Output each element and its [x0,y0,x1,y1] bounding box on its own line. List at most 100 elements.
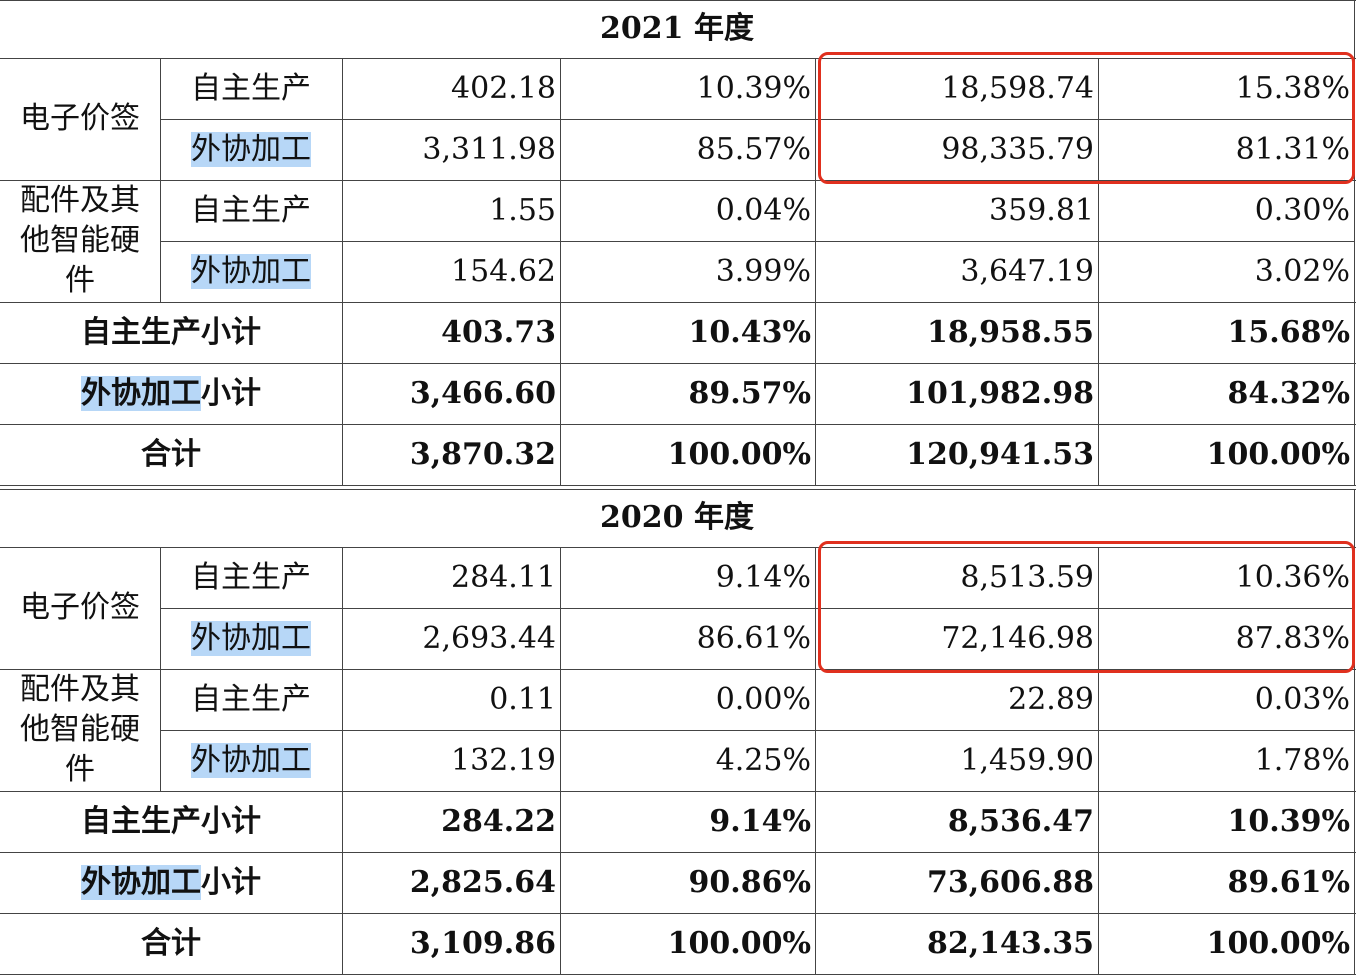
year-title: 2021 年度 [600,11,754,46]
summary-label: 合计 [141,437,201,472]
column-divider [1098,547,1099,974]
percent-cell: 0.03% [1254,682,1350,717]
summary-amount-cell: 3,870.32 [409,437,556,472]
percent-cell: 3.02% [1254,254,1350,289]
amount-cell: 18,598.74 [941,71,1094,106]
summary-percent-cell: 89.57% [688,376,811,411]
summary-amount-cell: 120,941.53 [906,437,1094,472]
summary-percent-cell: 9.14% [709,804,811,839]
summary-amount-cell: 403.73 [441,315,556,350]
summary-percent-cell: 84.32% [1227,376,1350,411]
product-category-line: 件 [65,752,95,787]
amount-cell: 2,693.44 [422,621,556,656]
column-divider [160,547,161,791]
summary-percent-cell: 89.61% [1227,865,1350,900]
row-divider [0,913,1356,914]
row-divider [0,669,1356,670]
row-divider [0,791,1356,792]
percent-cell: 10.36% [1235,560,1350,595]
product-category-line: 电子价签 [20,590,140,625]
product-category-cell: 配件及其 他智能硬件 [0,669,160,791]
row-divider [0,852,1356,853]
production-type-label: 自主生产 [191,560,311,595]
summary-label: 合计 [141,926,201,961]
summary-percent-cell: 100.00% [667,926,811,961]
amount-cell: 98,335.79 [941,132,1094,167]
row-divider [0,0,1356,1]
product-category-line: 配件及其 [20,183,140,218]
production-type-label: 自主生产 [191,682,311,717]
amount-cell: 1.55 [489,193,556,228]
percent-cell: 0.04% [715,193,811,228]
percent-cell: 1.78% [1254,743,1350,778]
summary-percent-cell: 15.68% [1227,315,1350,350]
summary-amount-cell: 101,982.98 [906,376,1094,411]
production-type-label: 自主生产 [191,71,311,106]
row-divider [0,485,1356,486]
amount-cell: 3,311.98 [422,132,556,167]
summary-label: 小计 [201,376,261,411]
production-type-cell: 外协加工 [160,119,342,180]
production-type-cell: 外协加工 [160,608,342,669]
production-type-cell: 自主生产 [160,547,342,608]
row-divider [0,974,1356,975]
summary-percent-cell: 10.39% [1227,804,1350,839]
summary-percent-cell: 10.43% [688,315,811,350]
summary-label: 小计 [201,865,261,900]
row-divider [160,730,1354,731]
summary-percent-cell: 100.00% [1206,437,1350,472]
summary-label-cell: 自主生产小计 [0,791,342,852]
summary-amount-cell: 3,109.86 [409,926,556,961]
summary-percent-cell: 100.00% [1206,926,1350,961]
product-category-cell: 电子价签 [0,58,160,180]
row-divider [0,58,1356,59]
percent-cell: 9.14% [715,560,811,595]
product-category-line: 电子价签 [20,101,140,136]
percent-cell: 15.38% [1235,71,1350,106]
amount-cell: 22.89 [1008,682,1094,717]
percent-cell: 10.39% [696,71,811,106]
row-divider [0,424,1356,425]
column-divider [1354,0,1355,485]
column-divider [815,547,816,974]
column-divider [160,58,161,302]
summary-label-cell: 合计 [0,424,342,485]
percent-cell: 4.25% [715,743,811,778]
percent-cell: 0.00% [715,682,811,717]
summary-label-highlight: 外协加工 [81,376,201,411]
production-type-label: 外协加工 [191,621,311,656]
column-divider [560,547,561,974]
column-divider [342,547,343,974]
production-type-cell: 外协加工 [160,241,342,302]
amount-cell: 359.81 [989,193,1094,228]
amount-cell: 1,459.90 [960,743,1094,778]
amount-cell: 402.18 [451,71,556,106]
row-divider [160,608,1354,609]
production-type-cell: 自主生产 [160,180,342,241]
row-divider [0,180,1356,181]
amount-cell: 154.62 [451,254,556,289]
amount-cell: 0.11 [489,682,556,717]
summary-label-cell: 自主生产小计 [0,302,342,363]
production-type-label: 外协加工 [191,743,311,778]
highlight-box [818,541,1355,673]
column-divider [815,58,816,485]
row-divider [160,241,1354,242]
column-divider [1354,489,1355,974]
amount-cell: 284.11 [451,560,556,595]
summary-amount-cell: 2,825.64 [409,865,556,900]
row-divider [0,547,1356,548]
highlight-box [818,52,1355,184]
production-type-cell: 自主生产 [160,669,342,730]
amount-cell: 8,513.59 [960,560,1094,595]
summary-label-highlight: 外协加工 [81,865,201,900]
percent-cell: 0.30% [1254,193,1350,228]
production-type-cell: 自主生产 [160,58,342,119]
summary-amount-cell: 284.22 [441,804,556,839]
summary-percent-cell: 90.86% [688,865,811,900]
amount-cell: 72,146.98 [941,621,1094,656]
product-category-cell: 电子价签 [0,547,160,669]
summary-label: 自主生产小计 [81,804,261,839]
percent-cell: 87.83% [1235,621,1350,656]
row-divider [0,363,1356,364]
